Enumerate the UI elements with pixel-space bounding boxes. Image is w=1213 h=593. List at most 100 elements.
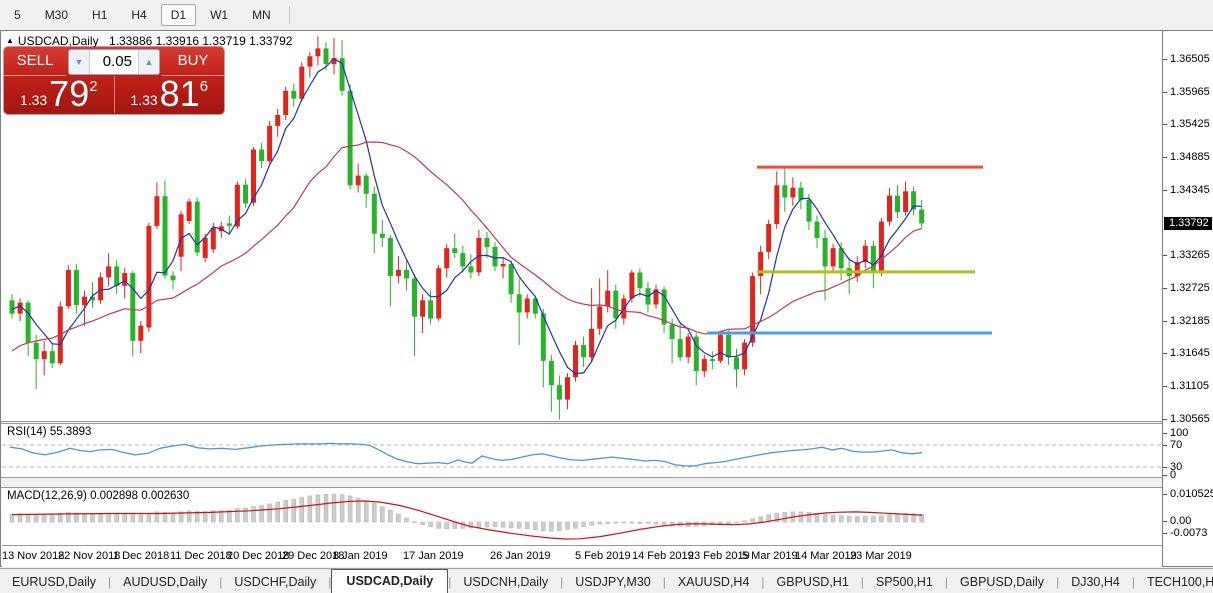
price-axis: 1.36505 1.35965 1.35425 1.34885 1.34345 1.332…	[1162, 31, 1213, 566]
axis-tick	[1163, 255, 1167, 257]
price-axis-label: 1.33265	[1170, 249, 1210, 262]
timeframe-button-w1[interactable]: W1	[210, 7, 229, 22]
timeframe-button-h1[interactable]: H1	[92, 7, 108, 22]
rsi-axis-label: 30	[1170, 461, 1183, 473]
pane-splitter[interactable]	[1, 477, 1212, 488]
volume-input[interactable]: 0.05	[102, 53, 132, 70]
timeframe-button-d1[interactable]: D1	[160, 3, 197, 26]
timeframe-button-h4[interactable]: H4	[131, 7, 147, 22]
chart-tab-usdchf-daily[interactable]: USDCHF,Daily	[234, 575, 317, 589]
time-axis-label: 20 Dec 2018	[227, 550, 290, 562]
rsi-axis-label: 70	[1170, 439, 1183, 451]
sell-price-main: 79	[49, 73, 90, 114]
axis-tick	[1163, 59, 1167, 60]
axis-tick	[1163, 287, 1167, 289]
macd-label: MACD(12,26,9) 0.002898 0.002630	[7, 490, 190, 502]
symbol-name: USDCAD,Daily	[17, 34, 99, 48]
rsi-indicator-pane[interactable]: RSI(14) 55.3893	[2, 424, 1162, 477]
pane-splitter[interactable]	[1, 421, 1212, 424]
axis-tick	[1163, 467, 1167, 468]
buy-price-pip: 6	[199, 78, 209, 95]
ma-fast-line	[11, 57, 922, 375]
axis-tick	[1163, 189, 1167, 191]
tab-separator: |	[108, 575, 112, 589]
time-axis-label: 23 Feb 2019	[688, 550, 750, 562]
chart-tab-eurusd-daily[interactable]: EURUSD,Daily	[12, 575, 97, 589]
rsi-line	[9, 442, 923, 467]
chart-tab-gbpusd-daily[interactable]: GBPUSD,Daily	[960, 575, 1045, 589]
chart-tab-gbpusd-h1[interactable]: GBPUSD,H1	[776, 575, 849, 589]
tab-separator: |	[662, 575, 666, 589]
tab-separator: |	[1131, 575, 1135, 589]
volume-decrease-icon[interactable]: ▼	[69, 50, 90, 74]
timeframe-button-5[interactable]: 5	[14, 7, 21, 22]
chart-tab-xauusd-h4[interactable]: XAUUSD,H4	[677, 575, 750, 589]
chart-tab-sp500-h1[interactable]: SP500,H1	[875, 575, 933, 589]
tab-separator: |	[1056, 575, 1060, 589]
macd-axis-label: 0.010525	[1170, 488, 1213, 500]
candlestick-chart	[9, 36, 992, 420]
axis-tick	[1163, 433, 1167, 434]
buy-price[interactable]: 1.33 81 6	[113, 73, 225, 114]
tab-separator: |	[944, 575, 949, 589]
sell-price[interactable]: 1.33 79 2	[4, 76, 114, 113]
sell-price-pip: 2	[89, 78, 98, 95]
sell-price-prefix: 1.33	[19, 92, 48, 108]
macd-signal-line	[11, 500, 923, 540]
axis-tick	[1163, 91, 1167, 93]
tab-separator: |	[448, 575, 452, 589]
time-axis-label: 14 Feb 2019	[632, 550, 694, 562]
macd-histogram	[9, 493, 924, 532]
candlestick-series	[9, 36, 925, 420]
chart-tab-bar: EURUSD,Daily | AUDUSD,Daily | USDCHF,Daily | U…	[0, 568, 1213, 593]
chart-tab-dj30-h4[interactable]: DJ30,H4	[1071, 575, 1120, 589]
toolbar-separator	[288, 5, 290, 24]
price-axis-label: 1.31645	[1170, 347, 1210, 360]
sell-button[interactable]: SELL	[4, 47, 66, 76]
buy-price-prefix: 1.33	[130, 92, 158, 108]
axis-tick	[1163, 521, 1167, 522]
collapse-triangle-icon[interactable]: ▲	[6, 36, 14, 45]
axis-tick	[1163, 445, 1167, 446]
chart-tab-tech100-h1[interactable]: TECH100,H1	[1146, 575, 1213, 589]
rsi-axis-label: 100	[1170, 427, 1189, 439]
tab-separator: |	[560, 575, 564, 589]
price-axis-label: 1.30565	[1170, 412, 1210, 425]
time-axis-label: 8 Jan 2019	[333, 550, 388, 562]
time-axis-label: 29 Dec 2018	[282, 550, 345, 562]
volume-stepper: ▼ 0.05 ▲	[68, 49, 160, 75]
chart-tab-usdjpy-m30[interactable]: USDJPY,M30	[575, 575, 651, 589]
macd-axis-label: -0.0073	[1170, 527, 1208, 539]
one-click-trade-widget: SELL ▼ 0.05 ▲ BUY 1.33 79 2 1.33	[4, 47, 224, 114]
macd-indicator-pane[interactable]: MACD(12,26,9) 0.002898 0.002630	[2, 488, 1162, 545]
chart-tab-audusd-daily[interactable]: AUDUSD,Daily	[123, 575, 208, 589]
ma-slow-line	[11, 141, 922, 352]
time-axis: 13 Nov 2018 22 Nov 2018 1 Dec 2018 11 Dec 2…	[2, 545, 1162, 567]
price-axis-label: 1.34345	[1170, 183, 1210, 196]
time-axis-label: 14 Mar 2019	[795, 550, 857, 562]
axis-tick	[1163, 418, 1167, 420]
price-axis-label: 1.32185	[1170, 314, 1210, 327]
chart-tab-usdcad-daily[interactable]: USDCAD,Daily	[331, 569, 449, 593]
price-chart-pane[interactable]: ▲ USDCAD,Daily 1.33886 1.33916 1.33719 1.…	[2, 31, 1162, 421]
price-axis-label: 1.35425	[1170, 118, 1210, 131]
price-axis-label: 1.35965	[1170, 85, 1210, 98]
axis-tick	[1163, 494, 1167, 495]
volume-increase-icon[interactable]: ▲	[138, 50, 159, 74]
chart-window: ▲ USDCAD,Daily 1.33886 1.33916 1.33719 1.…	[0, 30, 1213, 567]
axis-tick	[1163, 157, 1167, 159]
chart-tab-usdcnh-daily[interactable]: USDCNH,Daily	[463, 575, 549, 589]
time-axis-label: 5 Feb 2019	[575, 550, 631, 562]
timeframe-toolbar: 5 M30 H1 H4 D1 W1 MN	[0, 0, 1213, 29]
timeframe-button-m30[interactable]: M30	[44, 7, 69, 22]
axis-tick	[1163, 475, 1167, 476]
price-axis-label: 1.34885	[1170, 151, 1210, 164]
time-axis-label: 1 Dec 2018	[113, 550, 170, 562]
timeframe-button-mn[interactable]: MN	[252, 7, 271, 22]
ohlc-values: 1.33886 1.33916 1.33719 1.33792	[108, 34, 293, 48]
buy-price-main: 81	[159, 73, 200, 114]
tab-separator: |	[860, 575, 864, 589]
price-axis-label: 1.31105	[1170, 380, 1209, 392]
axis-tick	[1163, 386, 1167, 387]
buy-button[interactable]: BUY	[162, 47, 224, 76]
